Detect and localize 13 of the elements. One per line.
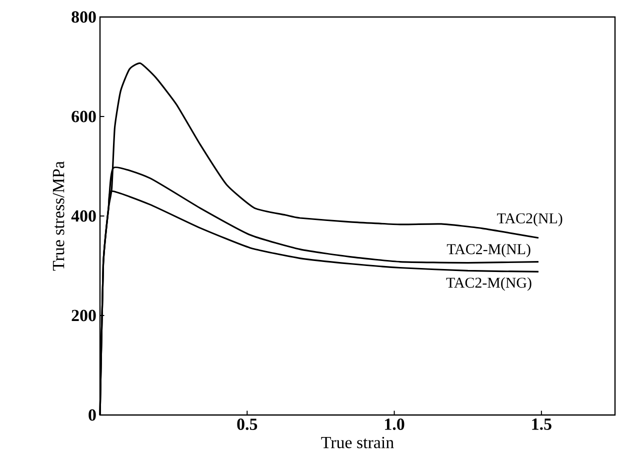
x-axis-title: True strain bbox=[321, 436, 394, 448]
x-tick-label: 1.0 bbox=[385, 418, 404, 430]
series-label: TAC2(NL) bbox=[497, 212, 562, 226]
x-tick-label: 1.5 bbox=[532, 418, 552, 430]
y-tick-label: 0 bbox=[88, 409, 96, 421]
y-tick-label: 800 bbox=[72, 11, 96, 23]
y-tick-label: 600 bbox=[72, 110, 96, 122]
x-tick-label: 0.5 bbox=[237, 418, 258, 430]
y-axis-title: True stress/MPa bbox=[52, 161, 64, 271]
y-tick-label: 400 bbox=[71, 210, 96, 222]
series-label: TAC2-M(NL) bbox=[446, 244, 530, 258]
y-tick-label: 200 bbox=[72, 310, 96, 322]
series-label: TAC2-M(NG) bbox=[446, 277, 532, 291]
